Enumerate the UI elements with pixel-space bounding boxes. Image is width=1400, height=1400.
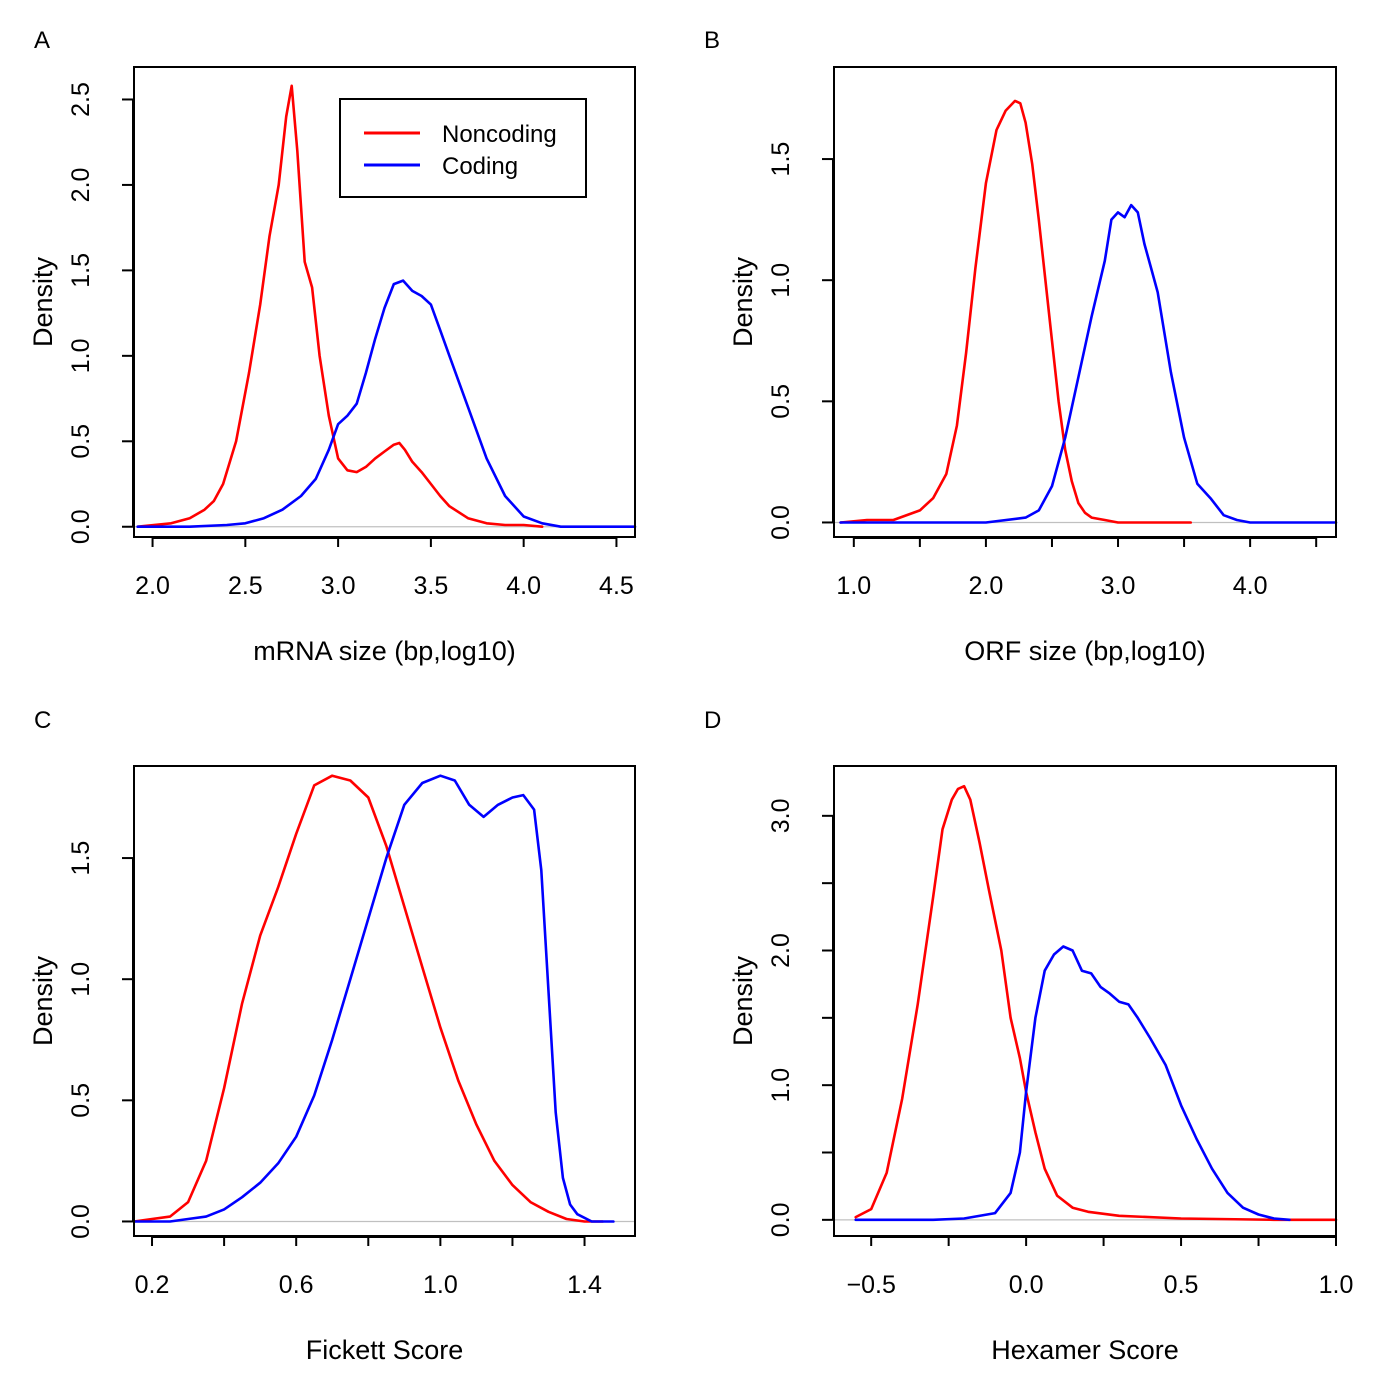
y-tick-label-a: 0.5 (67, 424, 95, 459)
x-axis-title-b: ORF size (bp,log10) (964, 636, 1206, 666)
plot-frame-b (833, 66, 1337, 538)
x-tick-label-a: 4.0 (506, 572, 541, 600)
panel-b: B 1.0 2.0 3.0 4.0 0.0 0.5 1.0 1.5 ORF size (bp,l… (704, 27, 1338, 666)
x-tick-label-b: 4.0 (1233, 572, 1268, 600)
y-axis-title-b: Density (728, 256, 758, 347)
plot-frame-d (833, 765, 1337, 1237)
x-tick-label-c: 1.4 (567, 1271, 602, 1299)
series-line-noncoding-d (854, 784, 1338, 1222)
series-line-coding-a (136, 279, 637, 528)
y-tick-label-a: 1.0 (67, 338, 95, 373)
y-tick-label-a: 1.5 (67, 253, 95, 288)
legend-label-coding: Coding (442, 153, 518, 180)
y-tick-label-a: 2.5 (67, 82, 95, 117)
series-line-noncoding-c (132, 774, 604, 1223)
x-tick-label-d: 1.0 (1319, 1271, 1354, 1299)
x-tick-label-a: 4.5 (599, 572, 634, 600)
y-tick-label-c: 0.5 (67, 1083, 95, 1118)
y-axis-title-a: Density (28, 256, 58, 347)
series-line-coding-d (854, 945, 1291, 1222)
y-tick-label-b: 1.5 (767, 142, 795, 177)
series-line-noncoding-b (839, 99, 1192, 524)
panel-d: D −0.5 0.0 0.5 1.0 0.0 1.0 2.0 3.0 Hexamer Score… (704, 707, 1353, 1365)
series-line-coding-b (839, 203, 1338, 524)
x-tick-label-d: −0.5 (847, 1271, 896, 1299)
panel-a: A 2.0 2.5 3.0 3.5 4.0 4.5 0.0 0.5 1.0 1.5 2.0 2.5 mR… (28, 27, 637, 666)
y-axis-title-d: Density (728, 955, 758, 1046)
x-tick-label-d: 0.5 (1164, 1271, 1199, 1299)
x-axis-title-d: Hexamer Score (991, 1335, 1179, 1365)
y-tick-label-d: 2.0 (767, 933, 795, 968)
x-axis-title-c: Fickett Score (306, 1335, 464, 1365)
y-tick-label-b: 0.0 (767, 505, 795, 540)
y-tick-label-c: 0.0 (67, 1204, 95, 1239)
x-tick-label-b: 2.0 (969, 572, 1004, 600)
series-line-coding-c (132, 774, 615, 1223)
panel-letter-b: B (704, 27, 720, 54)
legend-box (339, 98, 587, 198)
x-tick-label-c: 1.0 (423, 1271, 458, 1299)
y-tick-label-d: 1.0 (767, 1068, 795, 1103)
y-tick-label-b: 0.5 (767, 384, 795, 419)
x-tick-label-c: 0.6 (279, 1271, 314, 1299)
y-axis-title-c: Density (28, 955, 58, 1046)
y-tick-label-c: 1.0 (67, 962, 95, 997)
x-tick-label-b: 1.0 (836, 572, 871, 600)
y-tick-label-b: 1.0 (767, 263, 795, 298)
y-tick-label-d: 0.0 (767, 1202, 795, 1237)
legend-label-noncoding: Noncoding (442, 121, 557, 148)
y-tick-label-c: 1.5 (67, 841, 95, 876)
plot-frame-c (133, 765, 636, 1237)
y-tick-label-a: 0.0 (67, 509, 95, 544)
x-tick-label-c: 0.2 (135, 1271, 170, 1299)
x-tick-label-b: 3.0 (1101, 572, 1136, 600)
panel-letter-c: C (34, 707, 51, 734)
x-tick-label-a: 3.0 (321, 572, 356, 600)
panel-c: C 0.2 0.6 1.0 1.4 0.0 0.5 1.0 1.5 Fickett Score D… (28, 707, 636, 1365)
series-line-noncoding-a (136, 84, 544, 528)
legend: Noncoding Coding (339, 98, 587, 198)
x-tick-label-a: 2.5 (228, 572, 263, 600)
x-axis-title-a: mRNA size (bp,log10) (253, 636, 516, 666)
x-tick-label-d: 0.0 (1009, 1271, 1044, 1299)
y-tick-label-a: 2.0 (67, 168, 95, 203)
panel-letter-d: D (704, 707, 721, 734)
panel-letter-a: A (34, 27, 50, 54)
y-tick-label-d: 3.0 (767, 798, 795, 833)
x-tick-label-a: 2.0 (135, 572, 170, 600)
x-tick-label-a: 3.5 (414, 572, 449, 600)
